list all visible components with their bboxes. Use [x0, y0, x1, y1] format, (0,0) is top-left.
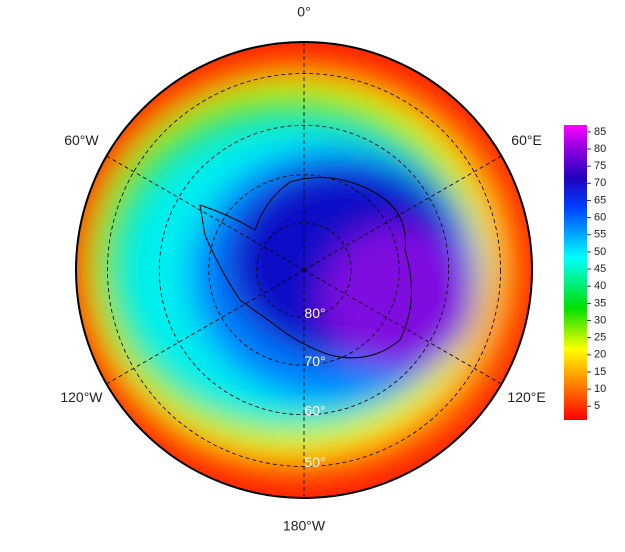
meridian	[303, 269, 502, 385]
ozone-field	[76, 42, 532, 498]
colorbar-tick-label: 15	[594, 366, 606, 378]
parallel	[208, 174, 400, 366]
colorbar-tick-label: 35	[594, 297, 606, 309]
colorbar-tick-label: 60	[594, 212, 606, 224]
graticule	[106, 42, 502, 498]
latitude-label: 80°	[304, 305, 325, 321]
map-border	[75, 41, 533, 499]
colorbar-tick-label: 45	[594, 263, 606, 275]
colorbar-tick-label: 30	[594, 314, 606, 326]
colorbar-tick-label: 80	[594, 143, 606, 155]
colorbar-tick-label: 75	[594, 160, 606, 172]
parallel	[256, 222, 352, 318]
longitude-label: 120°W	[60, 389, 103, 405]
latitude-label: 50°	[304, 454, 325, 470]
meridian	[106, 155, 305, 271]
longitude-label: 120°E	[507, 389, 545, 405]
latitude-label: 70°	[304, 353, 325, 369]
coastline	[199, 177, 412, 359]
meridian	[303, 155, 502, 271]
colorbar-tick-label: 5	[594, 400, 600, 412]
colorbar-scale	[564, 125, 587, 420]
colorbar-tick-label: 85	[594, 126, 606, 138]
colorbar-tick-label: 10	[594, 383, 606, 395]
colorbar-tick-label: 40	[594, 280, 606, 292]
longitude-label: 0°	[297, 4, 310, 20]
parallel	[158, 124, 450, 416]
colorbar-tick-label: 20	[594, 349, 606, 361]
meridian	[106, 269, 305, 385]
labels: 0° 60°E 120°E 180°W 120°W 60°W 80° 70° 60° 50°	[60, 4, 545, 534]
colorbar-tick-label: 50	[594, 246, 606, 258]
colorbar-tick-label: 25	[594, 332, 606, 344]
longitude-label: 60°E	[511, 132, 542, 148]
colorbar: 5 10 15 20 25 30 35 40 45 50 55 60 65 70 75 80 85	[564, 125, 606, 420]
longitude-label: 180°W	[283, 518, 326, 534]
longitude-label: 60°W	[64, 132, 99, 148]
colorbar-tick-label: 55	[594, 229, 606, 241]
latitude-label: 60°	[304, 402, 325, 418]
colorbar-tick-label: 65	[594, 194, 606, 206]
parallel	[107, 73, 501, 467]
colorbar-tick-label: 70	[594, 177, 606, 189]
